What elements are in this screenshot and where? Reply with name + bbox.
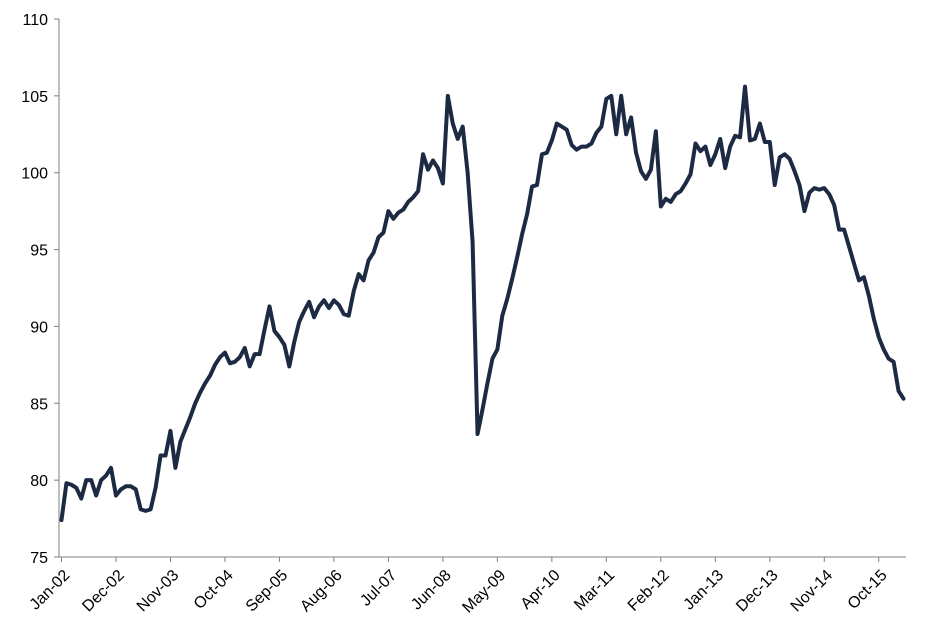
x-tick-label: Oct-15 [845, 567, 891, 613]
y-tick-label: 90 [30, 319, 48, 336]
y-tick-label: 75 [30, 550, 48, 567]
x-tick-label: May-09 [459, 567, 509, 617]
x-tick-label: Jun-08 [408, 567, 455, 614]
series-layer [59, 84, 906, 523]
y-axis: 75 80 85 90 95 100 105 110 [21, 12, 60, 567]
x-tick-label: Aug-06 [297, 567, 346, 616]
x-axis: Jan-02 Dec-02 Nov-03 Oct-04 Sep-05 Aug-06 Jul-… [27, 556, 906, 617]
y-tick-label: 80 [30, 473, 48, 490]
x-tick-label: Feb-12 [625, 567, 673, 615]
y-tick-label: 95 [30, 243, 48, 260]
series-line [59, 84, 906, 523]
x-tick-label: Sep-05 [243, 567, 292, 616]
x-tick-label: Jan-02 [27, 567, 74, 614]
x-tick-label: Nov-14 [788, 567, 837, 616]
x-tick-label: Jul-07 [357, 567, 400, 610]
x-tick-label: Nov-03 [134, 567, 183, 616]
x-tick-label: Dec-13 [733, 567, 782, 616]
x-tick-label: Dec-02 [79, 567, 128, 616]
x-tick-label: Mar-11 [571, 567, 618, 614]
y-tick-label: 85 [30, 396, 48, 413]
y-tick-label: 110 [22, 12, 48, 29]
y-tick-label: 100 [21, 166, 48, 183]
y-tick-label: 105 [21, 89, 48, 106]
x-tick-label: Oct-04 [191, 567, 237, 613]
x-tick-label: Apr-10 [518, 567, 564, 613]
x-tick-label: Jan-13 [681, 567, 728, 614]
